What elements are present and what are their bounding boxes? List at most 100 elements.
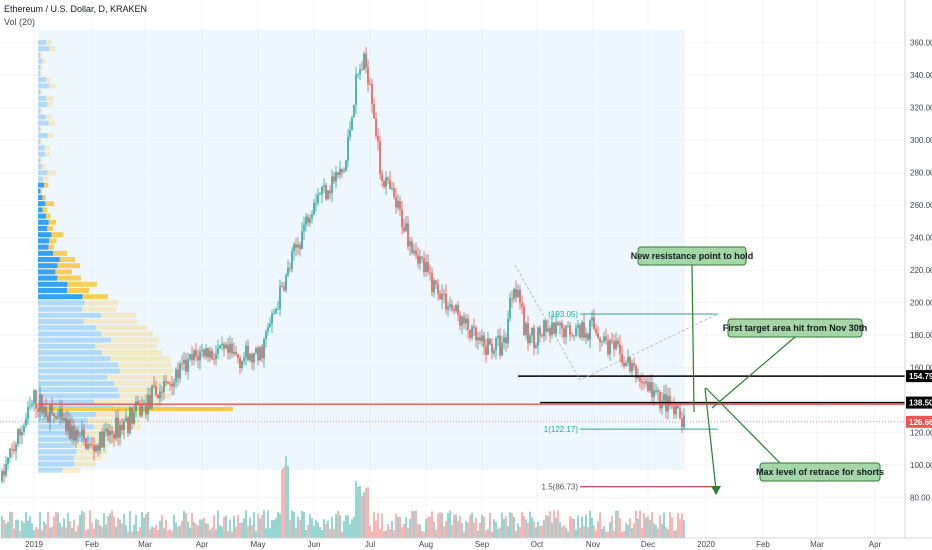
fibonacci-levels: (193.05) 1(122.17) 1.5(86.73) — [542, 310, 718, 492]
volume-profile-bar-down — [82, 306, 117, 312]
volume-bar — [373, 512, 375, 538]
volume-bar — [277, 511, 279, 538]
volume-bar — [369, 525, 371, 538]
candle-body — [483, 335, 485, 347]
volume-profile-bar-down — [48, 83, 56, 89]
candle-body — [365, 53, 367, 68]
volume-profile-bar-down — [48, 244, 55, 250]
candle-body — [531, 327, 533, 336]
volume-bar — [487, 529, 489, 538]
candle-body — [165, 381, 167, 383]
volume-bar — [183, 510, 185, 538]
candle-body — [499, 335, 501, 356]
volume-profile-bar-up — [38, 83, 49, 89]
candle-body — [91, 444, 93, 446]
candle-body — [477, 337, 479, 341]
candle-body — [135, 401, 137, 412]
volume-bar — [289, 519, 291, 538]
candle-body — [271, 313, 273, 324]
candle-body — [597, 333, 599, 339]
candle-body — [311, 214, 313, 219]
volume-profile-bar-down — [45, 151, 50, 157]
candlestick-series — [1, 46, 685, 484]
volume-bar — [523, 515, 525, 538]
candle-body — [339, 168, 341, 176]
volume-bar — [497, 528, 499, 538]
candle-body — [557, 322, 559, 326]
volume-bar — [51, 527, 53, 538]
volume-profile-bar-down — [41, 58, 46, 64]
volume-bar — [607, 531, 609, 538]
volume-bar — [293, 511, 295, 538]
candle-body — [485, 346, 487, 355]
price-tick-label: 200.00 — [910, 299, 932, 308]
volume-bar — [535, 527, 537, 538]
candle-body — [659, 392, 661, 409]
volume-profile-bar-up — [38, 219, 49, 225]
volume-bar — [455, 514, 457, 538]
volume-bar — [217, 510, 219, 538]
candle-body — [29, 405, 31, 408]
candle-body — [599, 338, 601, 343]
volume-bar — [407, 527, 409, 538]
candle-body — [51, 403, 53, 414]
candle-body — [541, 335, 543, 337]
time-tick-label: Mar — [138, 540, 152, 549]
candle-body — [559, 322, 561, 326]
candle-body — [73, 426, 75, 441]
volume-bar — [83, 512, 85, 538]
candle-body — [17, 428, 19, 445]
volume-bar — [33, 530, 35, 538]
volume-bar — [509, 512, 511, 538]
candle-body — [9, 448, 11, 458]
candle-body — [581, 322, 583, 338]
volume-profile-bar-down — [67, 288, 90, 293]
candle-body — [131, 407, 133, 424]
volume-bar — [21, 520, 23, 538]
volume-bar — [57, 512, 59, 538]
candle-body — [507, 318, 509, 344]
volume-bar — [101, 526, 103, 538]
time-axis[interactable]: 2019 Feb Mar Apr May Jun Jul Aug Sep Oct Nov Dec 202… — [0, 537, 932, 549]
volume-bar — [305, 530, 307, 538]
volume-bar — [265, 528, 267, 538]
candle-body — [329, 190, 331, 194]
candle-body — [75, 429, 77, 441]
candle-body — [321, 186, 323, 194]
volume-bar — [99, 525, 101, 538]
candle-body — [221, 343, 223, 346]
volume-bar — [601, 528, 603, 538]
volume-profile-bar-up — [38, 455, 74, 461]
candle-body — [279, 286, 281, 309]
time-tick-label: 2019 — [25, 540, 43, 549]
candle-body — [503, 337, 505, 343]
price-tick-label: 260.00 — [910, 201, 932, 210]
chart-annotations[interactable]: New resistance point to hold First target… — [631, 246, 884, 495]
candle-body — [401, 209, 403, 228]
price-tick-label: 320.00 — [910, 104, 932, 113]
volume-profile-bar-down — [73, 443, 109, 448]
volume-profile-bar-up — [38, 52, 41, 58]
volume-bar — [367, 487, 369, 538]
candle-body — [643, 382, 645, 384]
volume-bar — [323, 519, 325, 538]
candle-body — [359, 69, 361, 74]
candle-body — [127, 417, 129, 434]
candle-body — [335, 172, 337, 182]
volume-bar — [365, 487, 367, 538]
volume-bar — [405, 517, 407, 538]
candle-body — [87, 444, 89, 449]
volume-indicator-label[interactable]: Vol (20) — [4, 17, 36, 27]
candle-body — [187, 359, 189, 372]
fib-level-label: 1(122.17) — [544, 425, 579, 434]
candle-body — [395, 197, 397, 208]
volume-bar — [411, 510, 413, 538]
volume-bar — [61, 526, 63, 538]
candle-body — [47, 416, 49, 423]
candle-body — [253, 353, 255, 363]
volume-bar — [633, 523, 635, 538]
candle-body — [441, 293, 443, 300]
candle-body — [645, 381, 647, 384]
candle-body — [11, 448, 13, 450]
